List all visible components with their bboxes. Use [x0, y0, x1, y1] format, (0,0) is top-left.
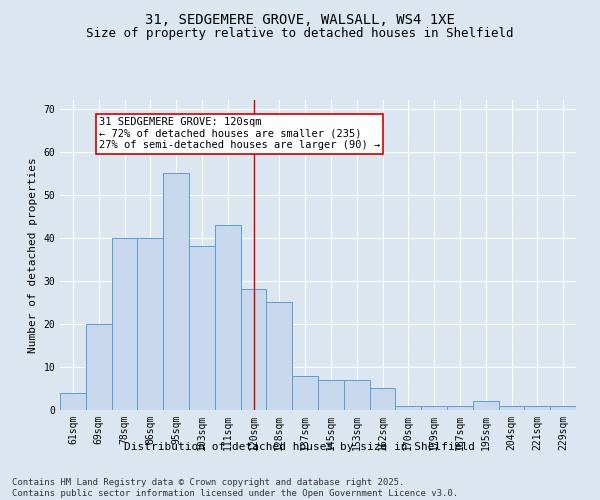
Text: Contains HM Land Registry data © Crown copyright and database right 2025.
Contai: Contains HM Land Registry data © Crown c… [12, 478, 458, 498]
Bar [266, 302, 292, 410]
Text: Distribution of detached houses by size in Shelfield: Distribution of detached houses by size … [125, 442, 476, 452]
Y-axis label: Number of detached properties: Number of detached properties [28, 157, 38, 353]
Bar [86, 324, 112, 410]
Bar [318, 380, 344, 410]
Bar [137, 238, 163, 410]
Bar [215, 225, 241, 410]
Text: Size of property relative to detached houses in Shelfield: Size of property relative to detached ho… [86, 28, 514, 40]
Bar [112, 238, 137, 410]
Bar [524, 406, 550, 410]
Text: 31, SEDGEMERE GROVE, WALSALL, WS4 1XE: 31, SEDGEMERE GROVE, WALSALL, WS4 1XE [145, 12, 455, 26]
Bar [344, 380, 370, 410]
Bar [473, 402, 499, 410]
Bar [395, 406, 421, 410]
Bar [550, 406, 576, 410]
Bar [499, 406, 524, 410]
Bar [189, 246, 215, 410]
Bar [60, 393, 86, 410]
Bar [163, 173, 189, 410]
Bar [241, 290, 266, 410]
Bar [447, 406, 473, 410]
Bar [292, 376, 318, 410]
Bar [370, 388, 395, 410]
Text: 31 SEDGEMERE GROVE: 120sqm
← 72% of detached houses are smaller (235)
27% of sem: 31 SEDGEMERE GROVE: 120sqm ← 72% of deta… [98, 117, 380, 150]
Bar [421, 406, 447, 410]
